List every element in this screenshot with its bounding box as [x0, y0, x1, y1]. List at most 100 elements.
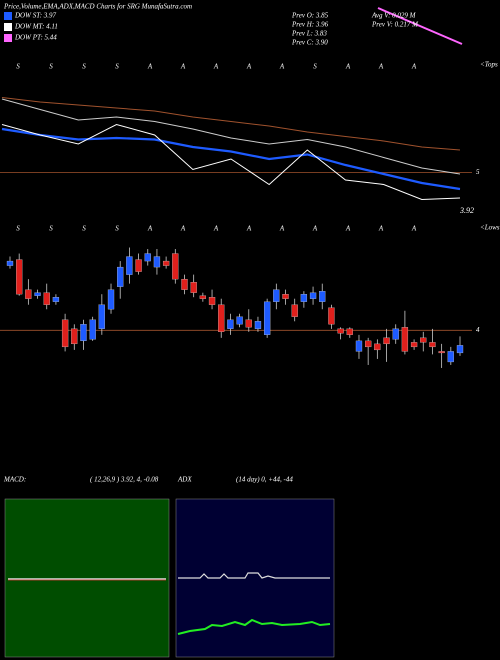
macd-panel: [4, 498, 170, 658]
marker: S: [82, 225, 86, 233]
candle-body: [71, 328, 78, 345]
candle-body: [383, 337, 390, 345]
marker: A: [213, 63, 219, 71]
candle-body: [25, 289, 32, 299]
candle-body: [429, 342, 436, 348]
candle-body: [300, 294, 308, 302]
adx-params: (14 day) 0, +44, -44: [236, 476, 293, 484]
marker: S: [49, 225, 53, 233]
candle-body: [309, 292, 317, 299]
candle-body: [181, 278, 188, 290]
candle-body: [346, 328, 353, 335]
marker: A: [378, 63, 384, 71]
marker: S: [49, 63, 53, 71]
candle-body: [401, 327, 409, 352]
candle-body: [117, 266, 124, 287]
legend-label: DOW PT: 5.44: [14, 34, 57, 42]
macd-params: ( 12,26,9 ) 3.92, 4, -0.08: [90, 476, 159, 484]
y-tick-label: 5: [476, 168, 480, 176]
marker: A: [147, 63, 153, 71]
candle-body: [98, 304, 105, 329]
series-line: [1, 98, 461, 175]
stat: Prev V: 0.217 M: [371, 21, 419, 29]
marker: A: [279, 225, 285, 233]
candle-body: [282, 294, 289, 299]
marker: S: [82, 63, 86, 71]
candle-body: [34, 292, 41, 296]
legend-swatch: [4, 12, 12, 20]
legend-swatch: [4, 23, 12, 31]
series-line: [1, 127, 461, 191]
candle-body: [236, 316, 243, 325]
last-label: 3.92: [459, 206, 474, 215]
marker: A: [246, 63, 252, 71]
marker: A: [246, 225, 252, 233]
candle-body: [392, 328, 399, 340]
marker: A: [279, 63, 285, 71]
candle-body: [456, 345, 464, 354]
marker: S: [115, 63, 119, 71]
candle-body: [218, 304, 225, 332]
stat: Prev L: 3.83: [291, 30, 327, 38]
marker: S: [115, 225, 119, 233]
candle-body: [16, 259, 23, 295]
candle-body: [6, 260, 14, 266]
marker: A: [411, 63, 417, 71]
candle-body: [254, 321, 262, 329]
series-line: [1, 123, 461, 201]
tops-label: <Tops: [480, 61, 498, 69]
candle-body: [172, 253, 179, 280]
marker: A: [147, 225, 153, 233]
macd-label: MACD:: [3, 476, 26, 484]
candle-body: [199, 295, 207, 299]
candle-body: [80, 324, 87, 342]
marker: A: [180, 225, 186, 233]
chart-title: Price,Volume,EMA,ADX,MACD Charts for SRG…: [3, 3, 192, 11]
candle-body: [438, 351, 445, 354]
stat: Prev H: 3.96: [291, 21, 329, 29]
candle-body: [410, 342, 418, 348]
adx-line: [178, 572, 330, 579]
adx-label: ADX: [177, 476, 192, 484]
candle-body: [263, 301, 271, 335]
candle-body: [365, 340, 372, 348]
marker: A: [411, 225, 417, 233]
marker: S: [313, 63, 317, 71]
candle-body: [135, 259, 142, 272]
candle-body: [126, 256, 133, 275]
y-tick-label: 4: [476, 326, 480, 334]
candle-body: [208, 297, 216, 305]
lows-label: <Lows: [480, 224, 500, 232]
legend-swatch: [4, 34, 12, 42]
candle-body: [420, 337, 427, 343]
marker: A: [312, 225, 318, 233]
candle-body: [337, 328, 344, 334]
legend-label: DOW MT: 4.11: [14, 23, 58, 31]
candle-body: [162, 260, 170, 266]
trend-line: [377, 7, 463, 45]
candle-body: [273, 289, 280, 302]
candle-body: [328, 307, 335, 325]
candle-body: [319, 291, 326, 302]
marker: A: [345, 225, 351, 233]
candle-body: [61, 319, 69, 348]
candle-body: [355, 340, 363, 352]
candle-body: [227, 319, 234, 329]
marker: S: [16, 225, 20, 233]
candle-body: [291, 304, 298, 317]
candle-body: [43, 292, 50, 305]
marker: A: [213, 225, 219, 233]
stat: Prev C: 3.90: [291, 39, 328, 47]
marker: A: [378, 225, 384, 233]
candle-body: [190, 282, 197, 293]
marker: S: [16, 63, 20, 71]
marker: A: [345, 63, 351, 71]
marker: A: [180, 63, 186, 71]
stat: Prev O: 3.85: [291, 12, 329, 20]
candle-body: [447, 351, 454, 363]
candle-body: [153, 256, 161, 268]
candle-body: [89, 319, 96, 340]
candle-body: [144, 253, 151, 262]
candle-body: [107, 289, 115, 310]
